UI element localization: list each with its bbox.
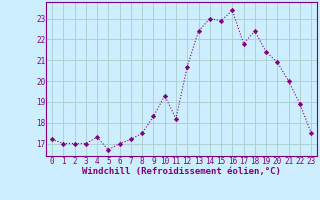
X-axis label: Windchill (Refroidissement éolien,°C): Windchill (Refroidissement éolien,°C) [82,167,281,176]
